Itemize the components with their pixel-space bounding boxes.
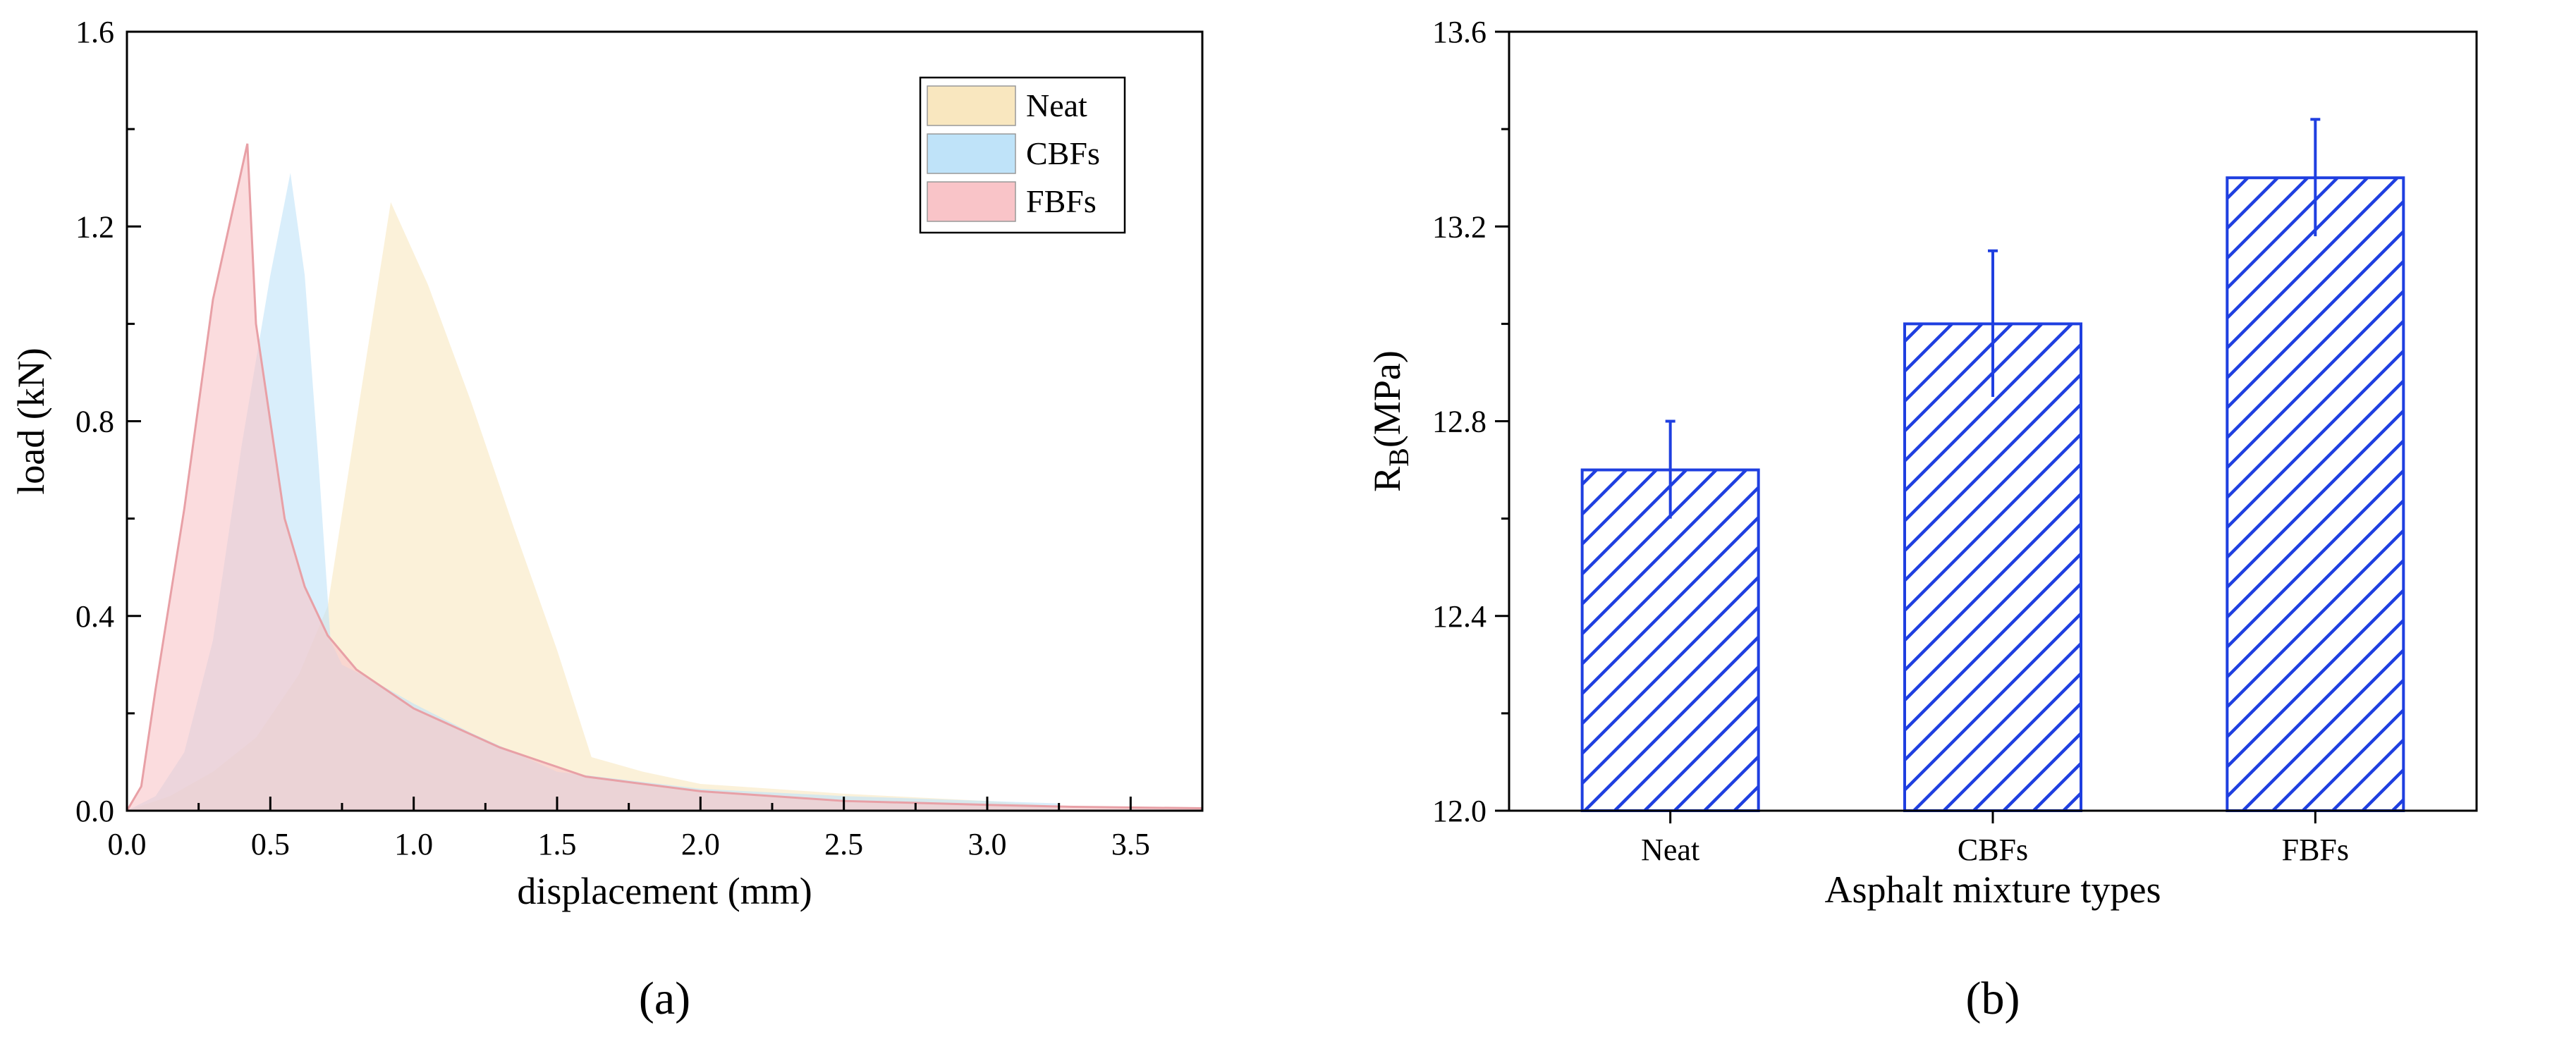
x-tick-label-cbfs: CBFs bbox=[1958, 833, 2028, 867]
bar-neat bbox=[1580, 468, 1760, 812]
chart-b-y-label-sub: B bbox=[1383, 448, 1415, 467]
y-tick-label: 1.6 bbox=[75, 15, 114, 49]
area-series-neat bbox=[127, 202, 1059, 811]
chart-b-y-axis: 12.0 12.4 12.8 13.2 13.6 bbox=[1432, 15, 1509, 828]
line-series-fbfs bbox=[126, 143, 1203, 811]
chart-b-x-axis: Neat CBFs FBFs bbox=[1641, 811, 2349, 867]
chart-a: 0.0 0.5 1.0 1.5 2.0 2.5 3.0 3.5 0.0 0.4 0.8 1.2 1.6… bbox=[10, 15, 1204, 1024]
chart-a-x-label: displacement (mm) bbox=[517, 870, 812, 912]
x-tick-label: 1.5 bbox=[538, 827, 577, 861]
y-tick-label: 13.6 bbox=[1432, 15, 1487, 49]
y-tick-label: 0.4 bbox=[75, 599, 114, 634]
chart-b-y-label: RB(MPa) bbox=[1366, 350, 1415, 492]
legend-swatch-fbfs bbox=[927, 181, 1016, 222]
x-tick-label: 1.0 bbox=[394, 827, 433, 861]
y-tick-label: 12.0 bbox=[1432, 794, 1487, 828]
legend-swatch-cbfs bbox=[927, 133, 1016, 174]
chart-a-y-label: load (kN) bbox=[10, 348, 52, 494]
panel-label-b: (b) bbox=[1966, 973, 2020, 1024]
legend-label-fbfs: FBFs bbox=[1026, 183, 1097, 219]
x-tick-label: 2.5 bbox=[824, 827, 863, 861]
chart-a-legend: Neat CBFs FBFs bbox=[919, 76, 1126, 234]
bar-cbfs bbox=[1903, 322, 2082, 812]
area-series-fbfs bbox=[127, 143, 1202, 811]
x-tick-label-neat: Neat bbox=[1641, 833, 1699, 867]
chart-b-y-label-unit: (MPa) bbox=[1366, 350, 1408, 448]
y-tick-label: 0.0 bbox=[75, 794, 114, 828]
y-tick-label: 12.8 bbox=[1432, 405, 1487, 439]
bar-fbfs bbox=[2226, 176, 2405, 812]
x-tick-label: 3.5 bbox=[1111, 827, 1150, 861]
x-tick-label-fbfs: FBFs bbox=[2282, 833, 2349, 867]
chart-a-areas bbox=[126, 143, 1203, 811]
legend-label-neat: Neat bbox=[1026, 87, 1087, 123]
chart-b-y-label-main: R bbox=[1366, 467, 1408, 492]
y-tick-label: 1.2 bbox=[75, 209, 114, 244]
panel-label-a: (a) bbox=[639, 973, 690, 1024]
y-tick-label: 13.2 bbox=[1432, 209, 1487, 244]
x-tick-label: 2.0 bbox=[681, 827, 720, 861]
chart-a-y-axis: 0.0 0.4 0.8 1.2 1.6 bbox=[75, 15, 141, 828]
y-tick-label: 12.4 bbox=[1432, 599, 1487, 634]
x-tick-label: 3.0 bbox=[968, 827, 1007, 861]
y-tick-label: 0.8 bbox=[75, 405, 114, 439]
x-tick-label: 0.5 bbox=[251, 827, 290, 861]
chart-a-x-axis: 0.0 0.5 1.0 1.5 2.0 2.5 3.0 3.5 bbox=[108, 797, 1150, 861]
legend-swatch-neat bbox=[927, 85, 1016, 126]
legend-label-cbfs: CBFs bbox=[1026, 135, 1100, 171]
x-tick-label: 0.0 bbox=[108, 827, 147, 861]
chart-b-bars bbox=[1580, 118, 2405, 812]
chart-b: Neat CBFs FBFs 12.0 12.4 12.8 13.2 13.6 Asphal… bbox=[1366, 15, 2478, 1024]
chart-b-x-label: Asphalt mixture types bbox=[1825, 869, 2161, 911]
